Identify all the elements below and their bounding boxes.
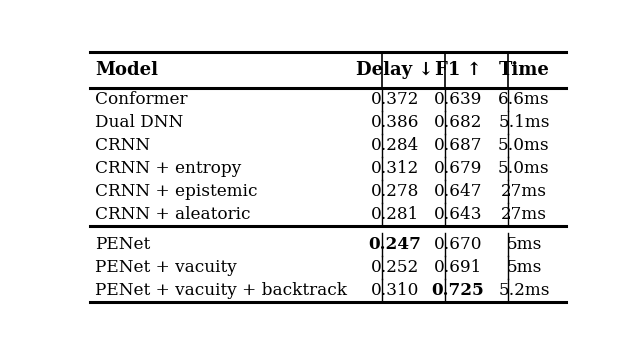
Text: 5.0ms: 5.0ms (498, 136, 550, 154)
Text: 0.312: 0.312 (371, 159, 419, 176)
Text: 5.1ms: 5.1ms (498, 113, 550, 131)
Text: Conformer: Conformer (95, 91, 188, 108)
Text: 0.679: 0.679 (434, 159, 482, 176)
Text: 0.639: 0.639 (434, 91, 482, 108)
Text: 27ms: 27ms (501, 206, 547, 222)
Text: 0.682: 0.682 (434, 113, 482, 131)
Text: CRNN + entropy: CRNN + entropy (95, 159, 241, 176)
Text: 6.6ms: 6.6ms (498, 91, 550, 108)
Text: 0.647: 0.647 (434, 183, 482, 199)
Text: PENet: PENet (95, 235, 150, 252)
Text: 0.643: 0.643 (434, 206, 482, 222)
Text: 5.0ms: 5.0ms (498, 159, 550, 176)
Text: CRNN: CRNN (95, 136, 150, 154)
Text: F1 ↑: F1 ↑ (435, 60, 481, 78)
Text: Dual DNN: Dual DNN (95, 113, 183, 131)
Text: CRNN + aleatoric: CRNN + aleatoric (95, 206, 250, 222)
Text: 5ms: 5ms (506, 258, 541, 275)
Text: Delay ↓: Delay ↓ (356, 60, 434, 78)
Text: 0.691: 0.691 (434, 258, 482, 275)
Text: PENet + vacuity + backtrack: PENet + vacuity + backtrack (95, 282, 347, 298)
Text: 0.386: 0.386 (371, 113, 419, 131)
Text: 0.372: 0.372 (371, 91, 419, 108)
Text: 5.2ms: 5.2ms (498, 282, 550, 298)
Text: 0.670: 0.670 (434, 235, 482, 252)
Text: 0.284: 0.284 (371, 136, 419, 154)
Text: 27ms: 27ms (501, 183, 547, 199)
Text: 0.310: 0.310 (371, 282, 419, 298)
Text: 0.725: 0.725 (431, 282, 484, 298)
Text: CRNN + epistemic: CRNN + epistemic (95, 183, 257, 199)
Text: 0.247: 0.247 (369, 235, 421, 252)
Text: 0.281: 0.281 (371, 206, 419, 222)
Text: 0.278: 0.278 (371, 183, 419, 199)
Text: Time: Time (499, 60, 549, 78)
Text: PENet + vacuity: PENet + vacuity (95, 258, 237, 275)
Text: 0.687: 0.687 (434, 136, 482, 154)
Text: 5ms: 5ms (506, 235, 541, 252)
Text: 0.252: 0.252 (371, 258, 419, 275)
Text: Model: Model (95, 60, 158, 78)
